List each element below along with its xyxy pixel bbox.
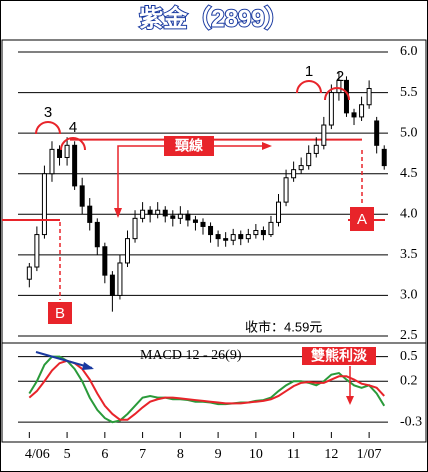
x-tick-label: 10 [249,447,263,462]
candle-body [374,120,380,146]
candle-body [291,169,297,179]
x-tick-label: 6 [101,447,108,462]
candle-body [57,148,63,158]
x-tick-label: 5 [64,447,71,462]
candle-body [147,209,153,215]
y-tick-label: 4.0 [400,207,418,222]
candle-body [79,185,85,207]
candle-body [140,209,146,219]
candle-body [260,230,266,236]
y-tick-label: 0.2 [400,373,418,388]
candle-body [64,144,70,158]
x-tick-label: 9 [215,447,222,462]
candle-body [34,234,40,268]
candle-body [177,213,183,219]
x-tick-label: 8 [177,447,184,462]
candle-body [306,152,312,167]
candle-body [238,234,244,240]
candle-body [41,173,47,236]
label-box [350,207,374,231]
y-tick-label: 3.5 [400,247,418,262]
candle-body [124,238,130,264]
label-box [48,302,72,324]
candle-body [117,262,123,296]
candle-body [276,201,282,223]
candle-body [72,144,78,187]
candle-body [230,234,236,241]
candle-body [132,217,138,240]
y-tick-label: 0.5 [400,349,418,364]
peak-arc [35,121,61,135]
candle-body [162,209,168,217]
candle-body [321,124,327,146]
y-tick-label: 5.5 [400,85,418,100]
label-box [164,136,214,156]
candle-body [208,225,214,236]
candle-body [298,165,304,171]
y-tick-label: 5.0 [400,125,418,140]
x-tick-label: 12 [324,447,338,462]
y-tick-label: 6.0 [400,44,418,59]
peak-label: 3 [44,104,52,121]
candle-body [87,205,93,223]
candle-body [366,88,372,106]
candle-body [359,104,365,118]
candle-body [268,221,274,236]
macd-title: MACD 12 - 26(9) [140,348,242,363]
red-arrowhead [346,396,354,405]
peak-label: 1 [305,63,313,80]
label-box [302,347,376,365]
candle-body [49,148,55,175]
candle-body [185,213,191,221]
candle-body [102,246,108,276]
macd-annotation: 雙熊利淡 [311,348,368,364]
x-tick-label: 4/06 [25,447,50,462]
y-tick-label: 4.5 [400,166,418,181]
macd-line [28,359,385,421]
candle-body [109,274,115,296]
peak-label: 2 [336,68,344,85]
candle-body [313,144,319,154]
candle-body [94,221,100,248]
candle-body [283,177,289,203]
y-tick-label: -0.3 [400,414,422,429]
blue-arrow [35,351,93,369]
candle-body [170,215,176,219]
target-label: B [55,305,65,322]
arrow [117,145,268,216]
peak-arc [324,87,350,101]
peak-arc [296,80,322,94]
blue-arrowhead [82,362,94,370]
plot-frame [1,39,427,443]
candle-body [26,266,32,280]
neckline-label: 頸線 [175,138,203,154]
candle-body [245,234,251,240]
x-tick-label: 7 [139,447,146,462]
target-label: A [357,211,367,228]
candle-body [192,219,198,223]
candle-body [253,230,259,236]
peak-arc [60,137,86,151]
candle-body [328,92,334,126]
candle-body [155,209,161,215]
y-tick-label: 3.0 [400,288,418,303]
candle-body [381,148,387,167]
y-tick-label: 2.5 [400,328,418,343]
x-tick-label: 11 [287,447,300,462]
candle-body [200,221,206,227]
candle-body [223,238,229,241]
close-note: 收市：4.59元 [245,319,322,334]
candle-body [215,234,221,240]
x-tick-label: 1/07 [357,447,382,462]
chart-title: 紫金（2899） [139,4,288,32]
peak-label: 4 [69,119,77,136]
candle-body [336,79,342,94]
candle-body [351,112,357,118]
